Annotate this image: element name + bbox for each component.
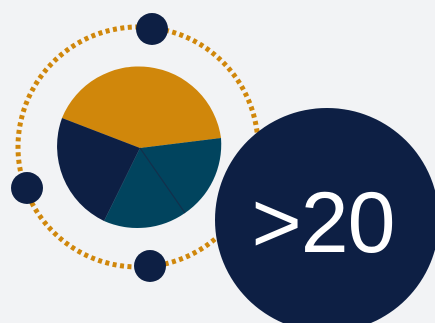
pie-divider	[139, 147, 186, 214]
orbit-node-icon	[134, 250, 166, 282]
stat-badge: >20	[215, 108, 435, 323]
pie-slice-navy	[57, 118, 141, 221]
orbit-node-icon	[11, 172, 43, 204]
pie-slice-teal	[140, 138, 222, 213]
stat-value: >20	[251, 175, 396, 271]
orbit-node-icon	[136, 13, 168, 45]
pie-slice-gold	[62, 66, 221, 148]
pie-chart-icon	[57, 66, 222, 229]
pie-slice-teal	[104, 148, 185, 229]
